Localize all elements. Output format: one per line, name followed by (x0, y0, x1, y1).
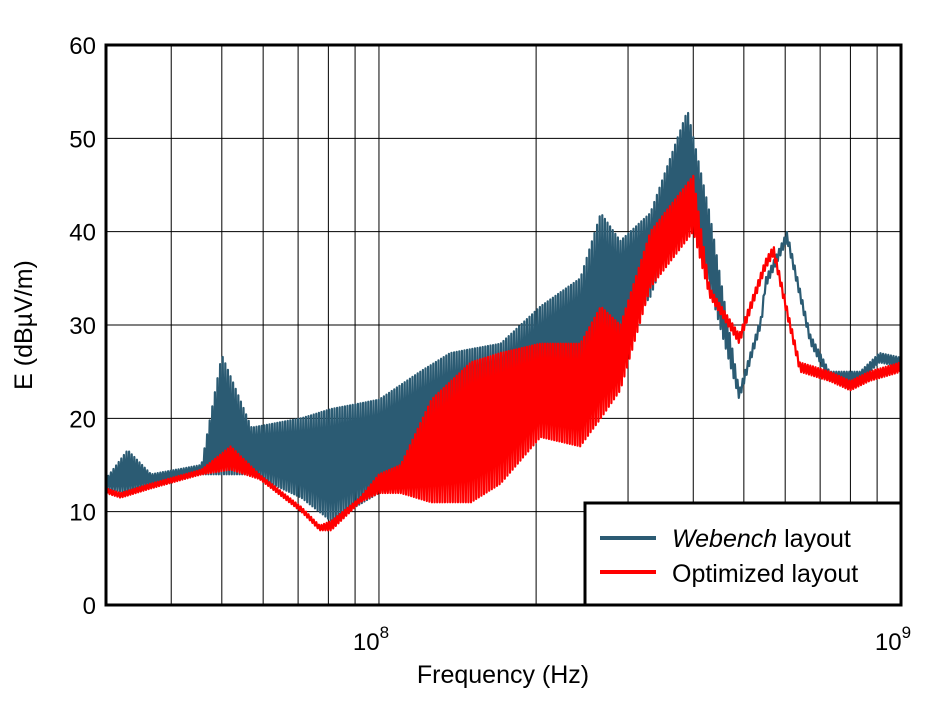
x-tick-label: 108 (353, 623, 389, 656)
legend-box (583, 501, 903, 607)
y-tick-label: 60 (69, 33, 96, 60)
y-tick-label: 0 (83, 593, 96, 620)
series-line-1 (105, 174, 902, 532)
series-group (105, 111, 902, 532)
legend-label-webench: Webench layout (672, 525, 851, 553)
legend-label-optimized: Optimized layout (672, 560, 858, 588)
y-tick-label: 50 (69, 126, 96, 153)
y-tick-label: 20 (69, 406, 96, 433)
y-tick-label: 10 (69, 500, 96, 527)
y-axis-label: E (dBµV/m) (10, 260, 38, 390)
legend: Webench layout Optimized layout (583, 501, 903, 607)
y-tick-label: 30 (69, 313, 96, 340)
plot-frame (104, 43, 903, 607)
x-tick-label: 109 (875, 623, 911, 656)
y-tick-label: 40 (69, 220, 96, 247)
x-tick-labels: 108 109 (353, 623, 911, 656)
y-tick-labels: 0 10 20 30 40 50 60 (69, 33, 96, 620)
x-axis-label: Frequency (Hz) (417, 661, 589, 689)
series-line-0 (105, 111, 902, 522)
